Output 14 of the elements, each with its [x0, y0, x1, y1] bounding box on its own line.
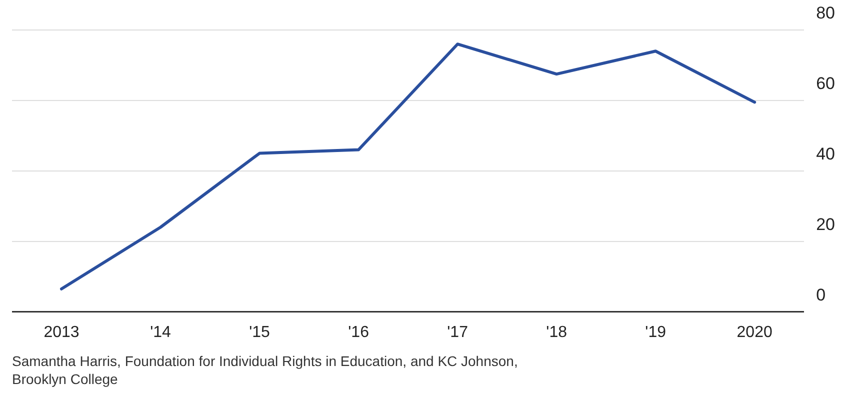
y-tick-label: 80 — [816, 4, 836, 23]
y-tick-label: 0 — [816, 285, 826, 304]
x-tick-label: '17 — [447, 324, 468, 341]
x-tick-label: '19 — [645, 324, 666, 341]
x-tick-label: '18 — [546, 324, 568, 341]
text: Samantha Harris, Foundation for Individual Rights in Education, and KC Johnson, Brooklyn College — [12, 352, 519, 388]
y-tick-label: 40 — [816, 144, 836, 164]
x-tick-label: '15 — [249, 324, 270, 341]
y-tick-label: 60 — [816, 74, 836, 94]
y-tick-label: 20 — [816, 215, 836, 234]
x-tick-label: 2013 — [44, 324, 80, 341]
x-tick-label: '14 — [150, 324, 172, 341]
x-tick-label: 2020 — [736, 324, 772, 341]
x-tick-label: '16 — [348, 324, 370, 341]
